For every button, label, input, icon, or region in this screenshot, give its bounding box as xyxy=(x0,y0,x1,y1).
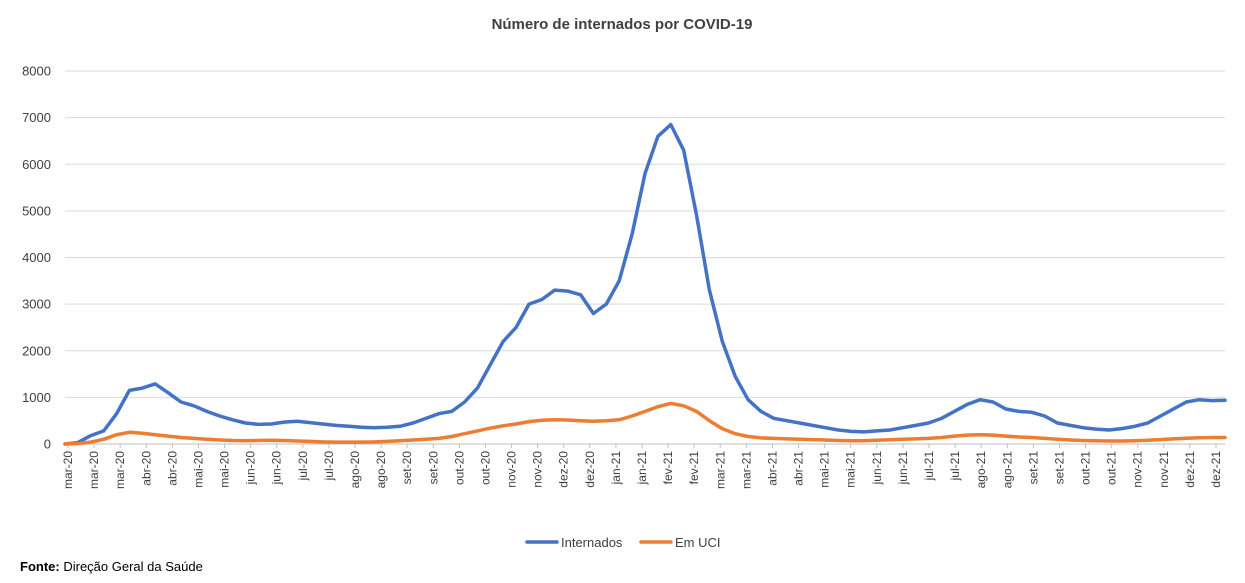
x-tick-label: mai-21 xyxy=(818,451,832,488)
x-tick-label: out-20 xyxy=(478,451,492,485)
x-tick-label: ago-21 xyxy=(974,451,988,489)
x-tick-label: mar-21 xyxy=(713,451,727,489)
x-tick-label: jul-20 xyxy=(322,451,336,482)
x-tick-label: dez-20 xyxy=(557,451,571,488)
x-tick-label: jul-21 xyxy=(948,451,962,482)
x-tick-label: fev-21 xyxy=(687,451,701,485)
source-text: Direção Geral da Saúde xyxy=(63,559,203,574)
x-tick-label: ago-20 xyxy=(348,451,362,489)
x-tick-label: ago-21 xyxy=(1000,451,1014,489)
x-tick-label: mai-20 xyxy=(218,451,232,488)
y-tick-label: 4000 xyxy=(22,250,51,265)
x-tick-label: set-21 xyxy=(1052,451,1066,485)
x-tick-label: jun-20 xyxy=(244,451,258,486)
x-tick-label: mai-20 xyxy=(191,451,205,488)
x-tick-label: set-20 xyxy=(400,451,414,485)
x-tick-label: mar-20 xyxy=(113,451,127,489)
x-tick-label: jul-20 xyxy=(296,451,310,482)
x-tick-label: jun-21 xyxy=(870,451,884,486)
y-tick-label: 7000 xyxy=(22,110,51,125)
x-tick-label: dez-21 xyxy=(1183,451,1197,488)
x-tick-label: fev-21 xyxy=(661,451,675,485)
y-axis-ticks: 0 1000 2000 3000 4000 5000 6000 7000 8000 xyxy=(22,64,51,452)
x-tick-label: set-20 xyxy=(426,451,440,485)
source-note: Fonte: Direção Geral da Saúde xyxy=(20,559,203,574)
y-tick-label: 1000 xyxy=(22,390,51,405)
x-tick-label: jul-21 xyxy=(922,451,936,482)
x-tick-label: mar-20 xyxy=(61,451,75,489)
x-tick-label: abr-21 xyxy=(792,451,806,486)
y-tick-label: 3000 xyxy=(22,297,51,312)
x-tick-label: abr-20 xyxy=(139,451,153,486)
x-tick-label: jun-21 xyxy=(896,451,910,486)
x-tick-label: set-21 xyxy=(1026,451,1040,485)
x-tick-label: dez-20 xyxy=(583,451,597,488)
source-label: Fonte: xyxy=(20,559,60,574)
series-line-em-uci xyxy=(63,401,1227,446)
x-tick-label: nov-21 xyxy=(1157,451,1171,488)
x-tick-label: out-21 xyxy=(1079,451,1093,485)
x-tick-label: abr-21 xyxy=(765,451,779,486)
y-tick-label: 2000 xyxy=(22,343,51,358)
legend-label: Em UCI xyxy=(675,535,721,550)
x-tick-label: out-21 xyxy=(1105,451,1119,485)
x-tick-label: ago-20 xyxy=(374,451,388,489)
y-tick-label: 8000 xyxy=(22,64,51,79)
x-tick-label: out-20 xyxy=(452,451,466,485)
x-tick-label: jun-20 xyxy=(270,451,284,486)
y-tick-label: 5000 xyxy=(22,203,51,218)
series-lines xyxy=(63,122,1227,446)
x-tick-label: dez-21 xyxy=(1209,451,1223,488)
x-tick-label: jan-21 xyxy=(609,451,623,486)
chart-title: Número de internados por COVID-19 xyxy=(492,16,753,33)
x-tick-label: nov-20 xyxy=(531,451,545,488)
x-tick-label: mar-20 xyxy=(87,451,101,489)
y-tick-label: 6000 xyxy=(22,157,51,172)
legend-label: Internados xyxy=(561,535,623,550)
legend: Internados Em UCI xyxy=(525,535,721,550)
x-tick-label: mar-21 xyxy=(739,451,753,489)
x-axis-ticks: mar-20 mar-20 mar-20 abr-20 abr-20 mai-20 mai-… xyxy=(61,444,1223,489)
x-tick-label: jan-21 xyxy=(635,451,649,486)
y-tick-label: 0 xyxy=(44,437,51,452)
x-tick-label: nov-20 xyxy=(505,451,519,488)
x-tick-label: mai-21 xyxy=(844,451,858,488)
x-tick-label: abr-20 xyxy=(165,451,179,486)
gridlines xyxy=(65,70,1225,398)
x-tick-label: nov-21 xyxy=(1131,451,1145,488)
series-line-internados xyxy=(63,122,1227,446)
